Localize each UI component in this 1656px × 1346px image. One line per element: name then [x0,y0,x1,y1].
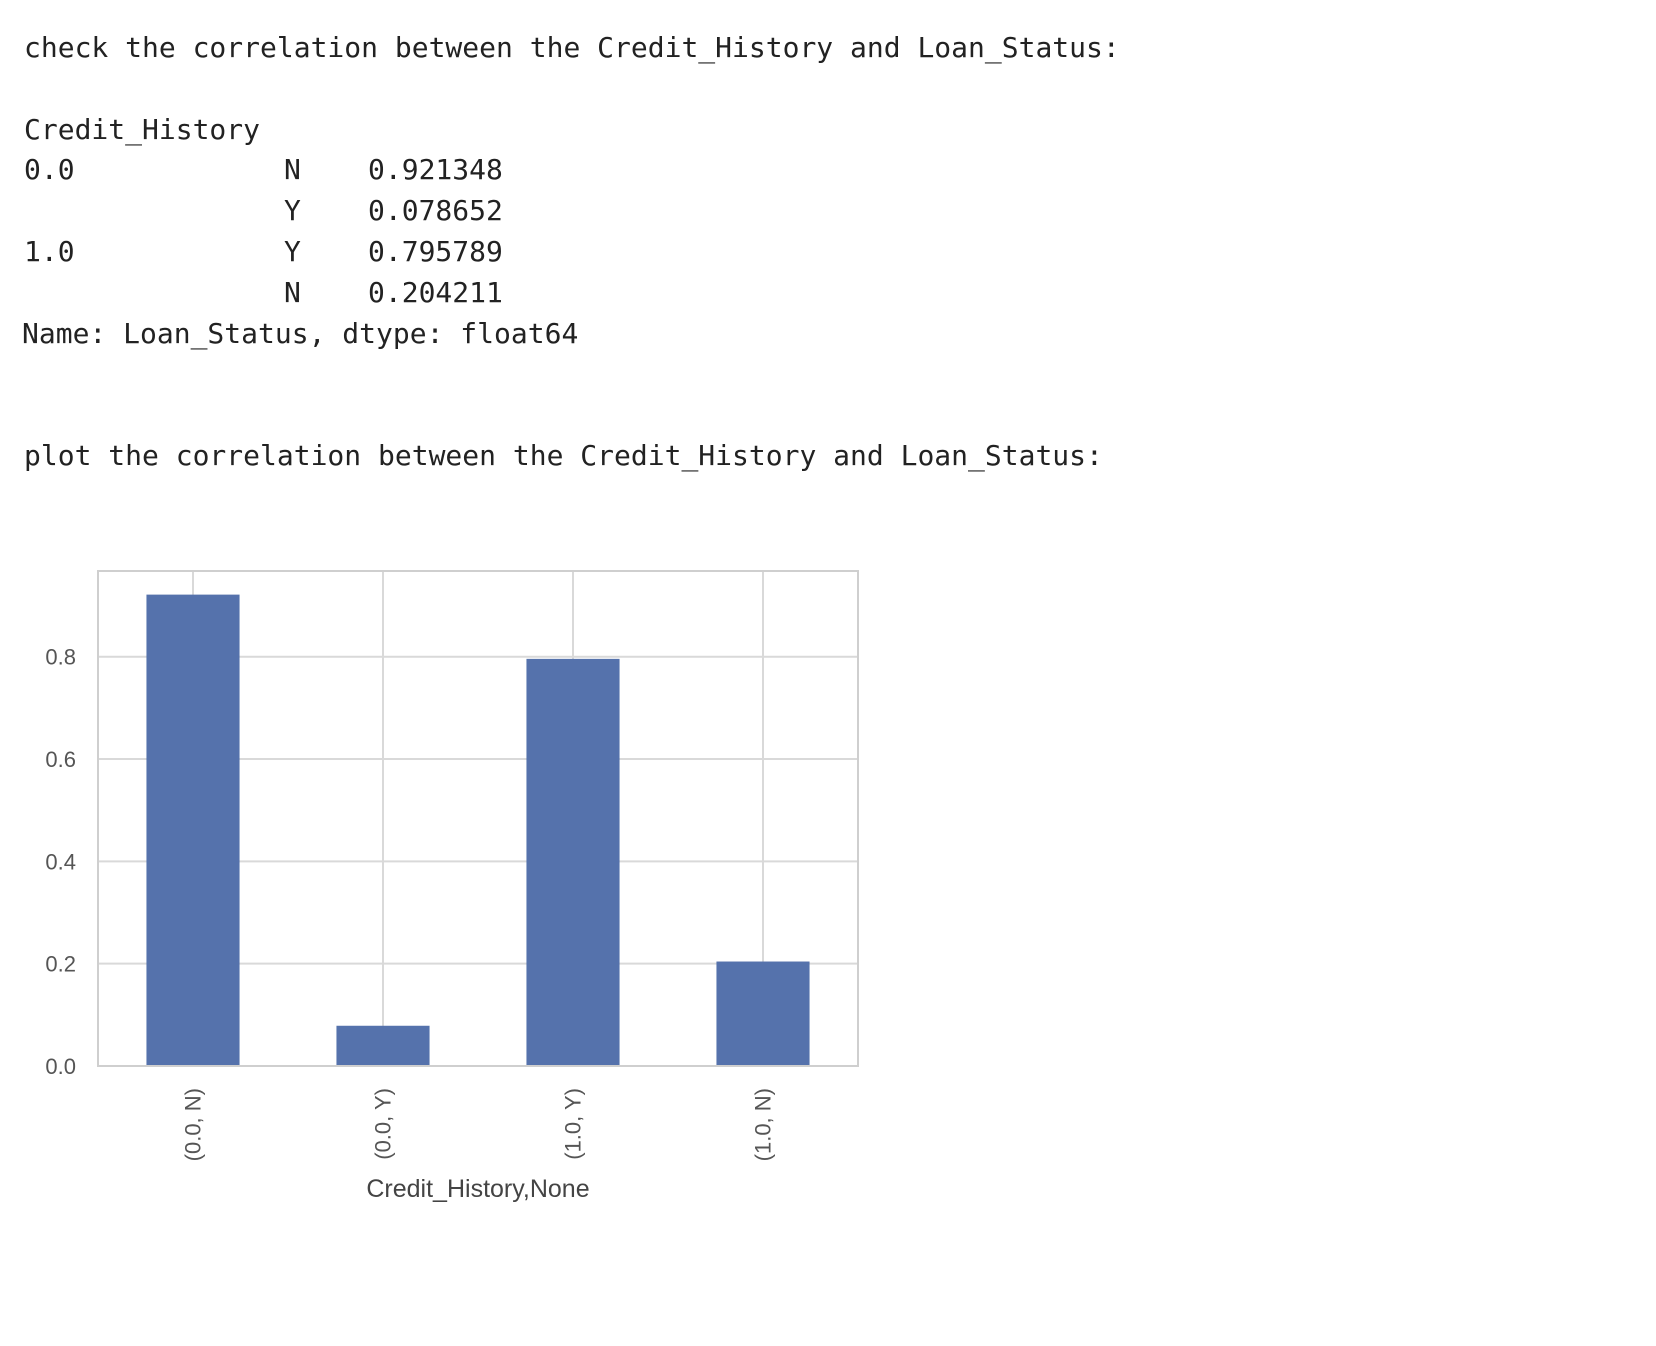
bar [716,961,810,1066]
plot-heading: plot the correlation between the Credit_… [24,439,1103,472]
bar-chart: 0.0 0.2 0.4 0.6 0.8 (0.0, N) (0.0, Y) (1.0, Y)… [0,560,960,1280]
plot-frame [97,570,859,1067]
y-tick-label: 0.6 [45,747,76,772]
row-value: 0.204211 [368,276,503,309]
row-key: Y [284,235,301,268]
bar [526,658,620,1066]
row-value: 0.921348 [368,153,503,186]
x-tick-label: (1.0, N) [751,1088,776,1161]
y-tick-label: 0.8 [45,645,76,670]
x-tick-labels: (0.0, N) (0.0, Y) (1.0, Y) (1.0, N) [181,1088,776,1161]
series-footer: Name: Loan_Status, dtype: float64 [22,317,579,350]
check-heading: check the correlation between the Credit… [24,31,1120,64]
row-group: 0.0 [24,153,75,186]
x-axis-label: Credit_History,None [366,1175,589,1203]
y-tick-label: 0.2 [45,952,76,977]
bars [146,594,810,1066]
x-tick-label: (0.0, N) [181,1088,206,1161]
bar [146,594,240,1066]
y-tick-label: 0.4 [45,849,76,874]
series-row: 1.0 Y 0.795789 [0,230,800,274]
series-row: N 0.204211 [0,271,800,315]
row-group: 1.0 [24,235,75,268]
row-value: 0.795789 [368,235,503,268]
chart-background [0,560,960,1280]
series-row: 0.0 N 0.921348 [0,148,800,192]
y-tick-label: 0.0 [45,1054,76,1079]
row-key: Y [284,194,301,227]
x-tick-label: (0.0, Y) [371,1088,396,1160]
series-row: Y 0.078652 [0,189,800,233]
y-tick-labels: 0.0 0.2 0.4 0.6 0.8 [45,645,76,1079]
row-key: N [284,153,301,186]
row-value: 0.078652 [368,194,503,227]
bar [336,1025,430,1066]
index-name: Credit_History [24,113,261,146]
x-tick-label: (1.0, Y) [561,1088,586,1160]
row-key: N [284,276,301,309]
